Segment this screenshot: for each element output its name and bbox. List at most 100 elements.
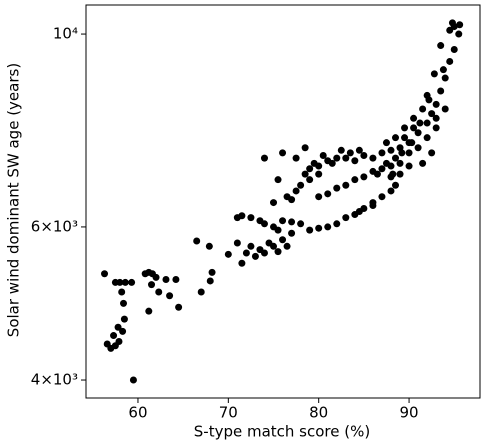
point [119, 327, 127, 335]
point [398, 149, 406, 157]
point [450, 23, 458, 31]
point [114, 323, 122, 331]
point [392, 134, 400, 142]
point [446, 57, 454, 65]
point [288, 229, 296, 237]
point [260, 220, 268, 228]
point [342, 181, 350, 189]
point [152, 273, 160, 281]
point [432, 124, 440, 132]
point [233, 239, 241, 247]
point [297, 220, 305, 228]
point [238, 212, 246, 220]
point [110, 332, 118, 340]
point [166, 292, 174, 300]
point [315, 193, 323, 201]
x-tick-label: 70 [219, 404, 238, 422]
point [430, 70, 438, 78]
point [208, 268, 216, 276]
point [441, 105, 449, 113]
point [410, 114, 418, 122]
point [206, 277, 214, 285]
point [428, 149, 436, 157]
point [292, 154, 300, 162]
point [387, 146, 395, 154]
point [333, 184, 341, 192]
point [392, 154, 400, 162]
point [301, 170, 309, 178]
point [247, 242, 255, 250]
point [355, 208, 363, 216]
point [360, 151, 368, 159]
point [382, 159, 390, 167]
point [274, 226, 282, 234]
point [369, 202, 377, 210]
point [324, 223, 332, 231]
point [197, 288, 205, 296]
point [396, 159, 404, 167]
point [355, 146, 363, 154]
point [360, 173, 368, 181]
point [369, 154, 377, 162]
point [389, 170, 397, 178]
point [408, 139, 416, 147]
point [351, 176, 359, 184]
point [410, 124, 418, 132]
point [270, 242, 278, 250]
x-tick-label: 90 [400, 404, 419, 422]
point [450, 45, 458, 53]
point [392, 181, 400, 189]
point [145, 307, 153, 315]
point [401, 124, 409, 132]
point [425, 96, 433, 104]
point [396, 170, 404, 178]
point [419, 105, 427, 113]
point [251, 252, 259, 260]
point [337, 146, 345, 154]
point [148, 281, 156, 289]
point [288, 196, 296, 204]
point [120, 299, 128, 307]
point [324, 190, 332, 198]
point [456, 21, 464, 29]
point [128, 278, 136, 286]
point [260, 154, 268, 162]
point [378, 149, 386, 157]
point [333, 220, 341, 228]
point [319, 151, 327, 159]
point [129, 376, 137, 384]
point [405, 162, 413, 170]
point [175, 303, 183, 311]
point [439, 66, 447, 74]
point [306, 165, 314, 173]
point [224, 250, 232, 258]
point [382, 139, 390, 147]
point [172, 276, 180, 284]
point [101, 270, 109, 278]
point [238, 259, 246, 267]
point [373, 170, 381, 178]
point [432, 100, 440, 108]
point [120, 315, 128, 323]
point [279, 236, 287, 244]
x-tick-label: 60 [128, 404, 147, 422]
point [301, 144, 309, 152]
point [118, 288, 126, 296]
point [306, 226, 314, 234]
point [328, 159, 336, 167]
point [306, 176, 314, 184]
point [242, 249, 250, 257]
y-tick-label: 6×10³ [31, 217, 78, 235]
point [437, 42, 445, 50]
point [292, 187, 300, 195]
point [416, 119, 424, 127]
point [414, 129, 422, 137]
point [297, 181, 305, 189]
point [405, 149, 413, 157]
point [419, 159, 427, 167]
plot-frame [85, 4, 481, 399]
point [378, 193, 386, 201]
point [279, 149, 287, 157]
point [162, 276, 170, 284]
